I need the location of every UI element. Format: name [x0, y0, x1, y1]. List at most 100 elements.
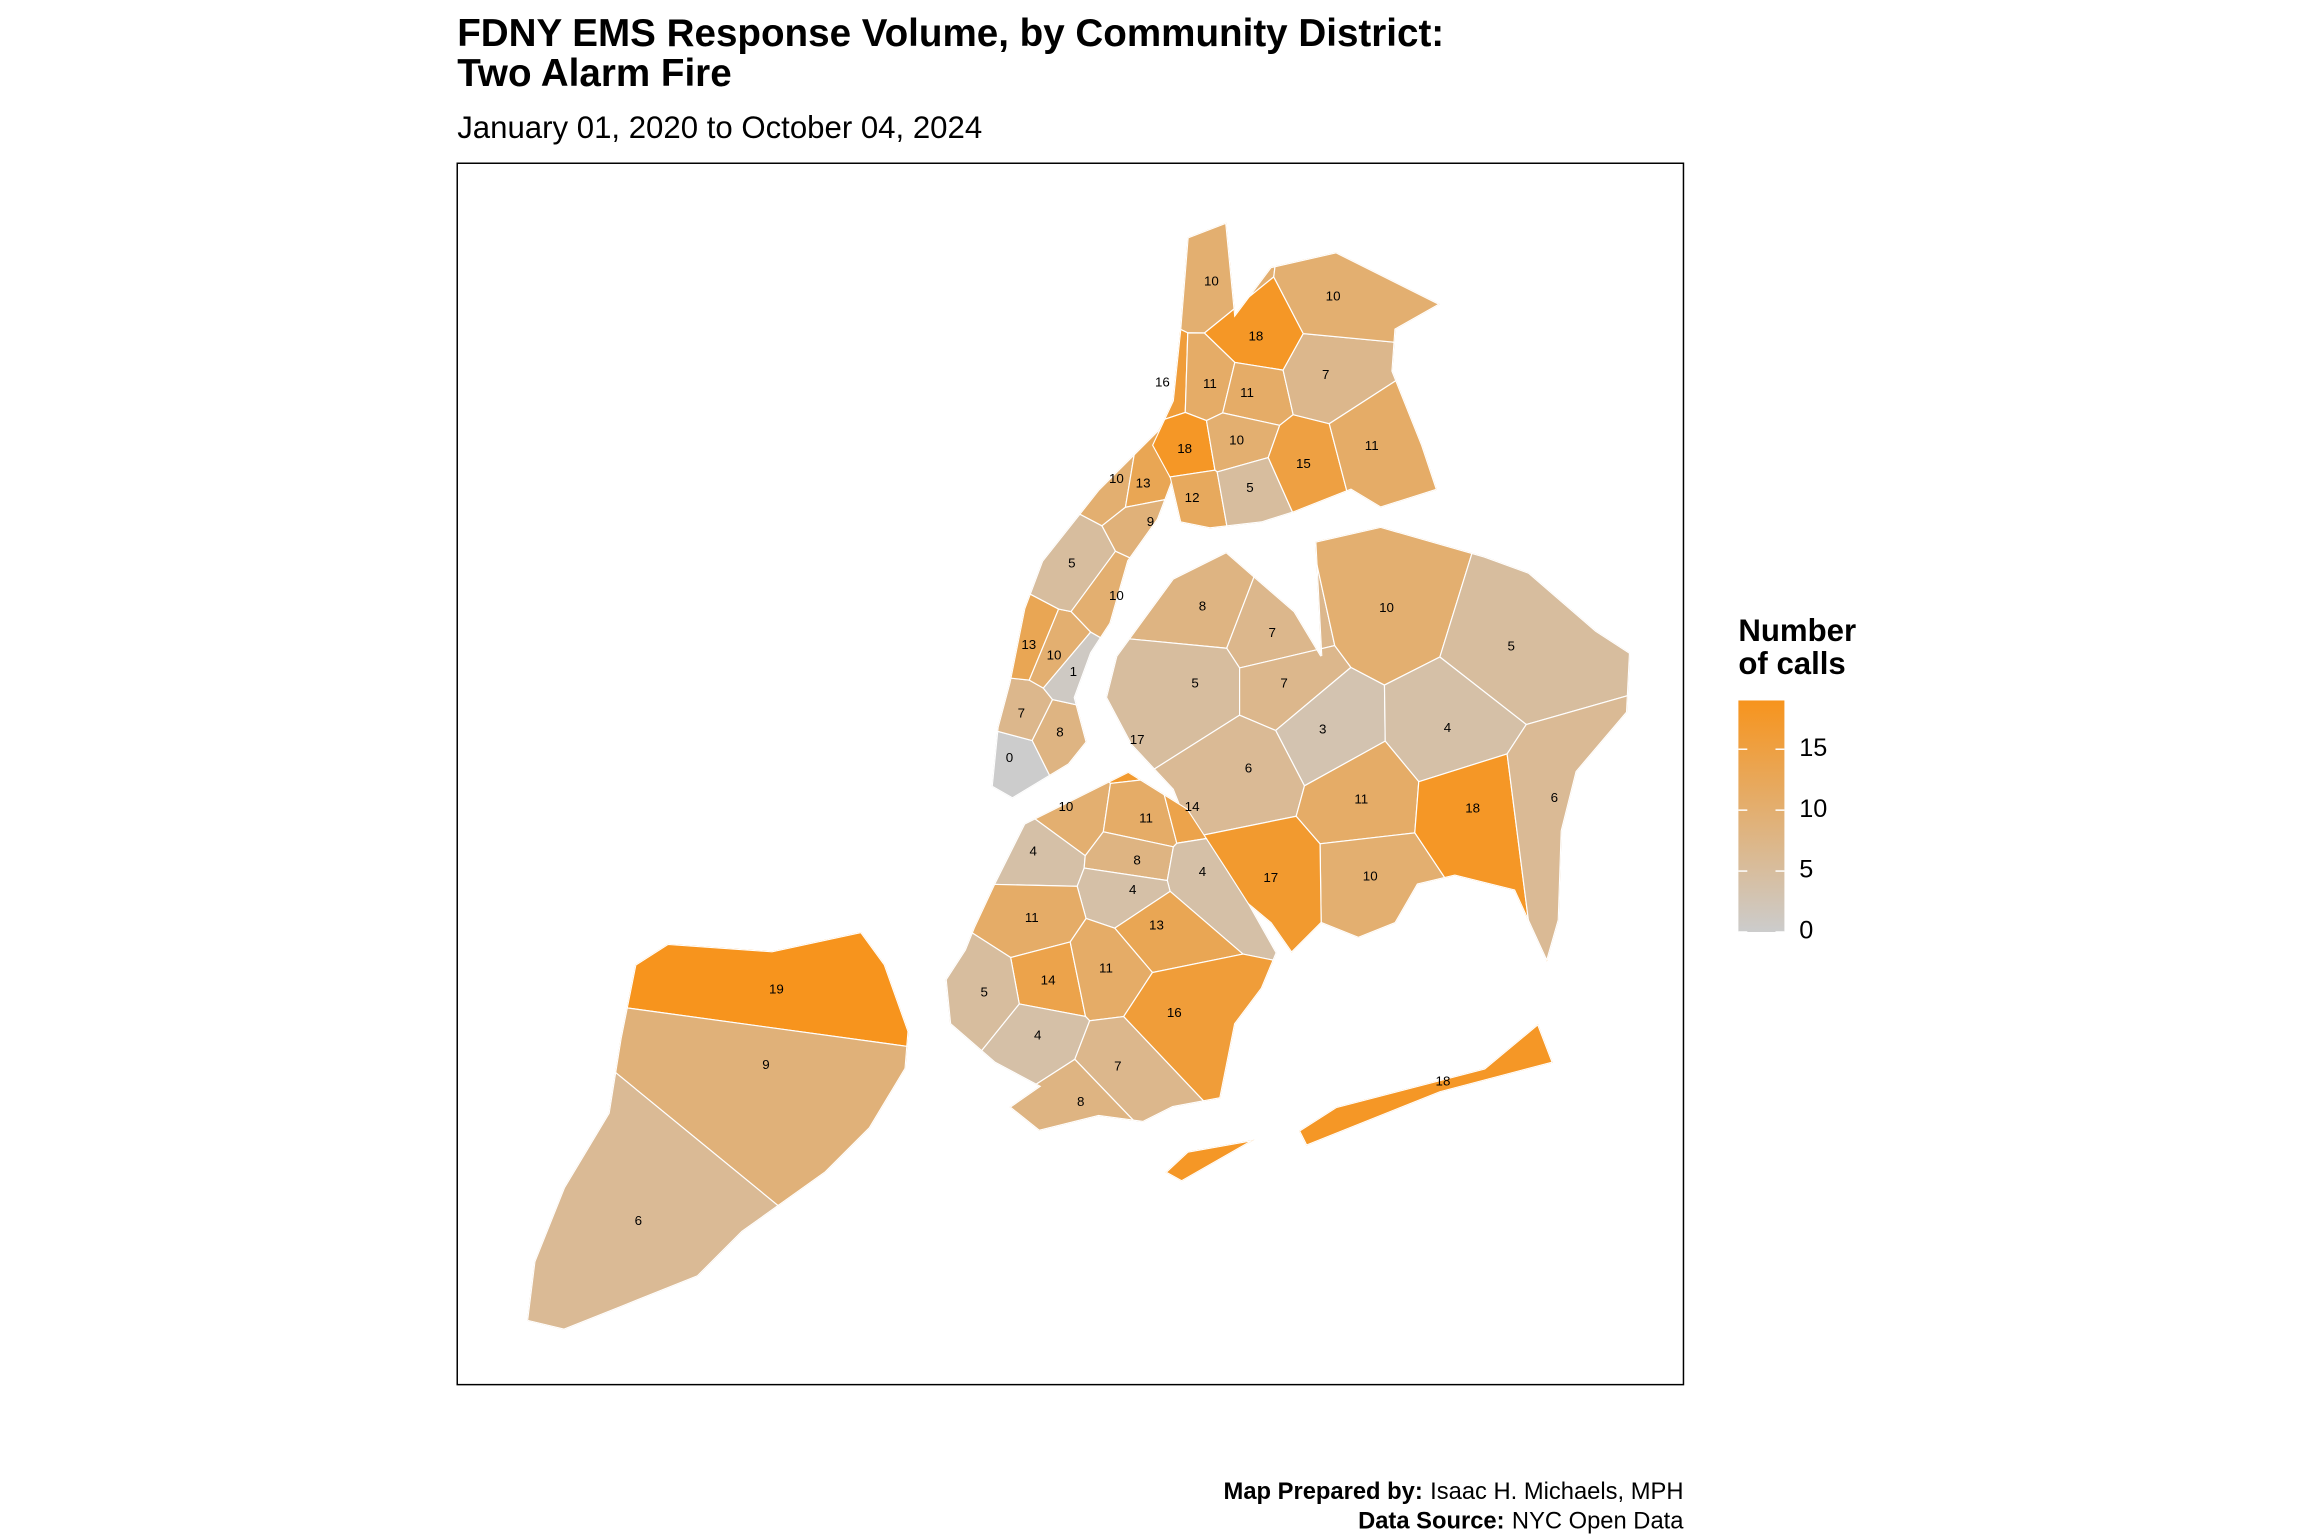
district-label: 10: [1379, 600, 1394, 615]
district-label: 10: [1229, 432, 1244, 447]
district-label: 10: [1058, 799, 1073, 814]
legend-tick-label: 5: [1799, 856, 1813, 884]
credit-label: Map Prepared by:: [1224, 1479, 1423, 1505]
district-label: 17: [1263, 870, 1278, 885]
district-label: 6: [1551, 790, 1558, 805]
district-label: 9: [762, 1057, 769, 1072]
district-label: 5: [1246, 480, 1253, 495]
district: [1439, 526, 1631, 726]
district-label: 14: [1185, 799, 1200, 814]
district: [1506, 676, 1631, 1018]
credit: Data Source: NYC Open Data: [1358, 1509, 1684, 1535]
district-label: 4: [1129, 882, 1137, 897]
district-label: 7: [1114, 1059, 1121, 1074]
district-label: 14: [1041, 972, 1056, 987]
district-label: 18: [1248, 328, 1263, 343]
district-label: 4: [1444, 720, 1452, 735]
district-label: 8: [1056, 725, 1063, 740]
district-label: 11: [1240, 385, 1254, 400]
district-label: 6: [635, 1213, 642, 1228]
district-label: 16: [1155, 374, 1170, 389]
district-label: 13: [1149, 918, 1164, 933]
district-label: 13: [1136, 475, 1151, 490]
legend-tick-label: 0: [1799, 917, 1813, 945]
district-label: 1: [1070, 664, 1077, 679]
district-label: 10: [1047, 647, 1062, 662]
credit-label: Data Source:: [1358, 1509, 1504, 1535]
legend-tick-label: 15: [1799, 734, 1827, 762]
district-label: 18: [1436, 1073, 1451, 1088]
title: FDNY EMS Response Volume, by Community D…: [457, 12, 1444, 55]
district-label: 18: [1465, 800, 1480, 815]
district-label: 4: [1030, 843, 1038, 858]
title: Two Alarm Fire: [457, 52, 731, 95]
district-label: 7: [1280, 676, 1287, 691]
district: [991, 397, 1117, 613]
district-label: 11: [1139, 811, 1153, 826]
credit-text: NYC Open Data: [1512, 1509, 1684, 1535]
district-label: 5: [1068, 555, 1075, 570]
district: [945, 771, 1086, 887]
legend-tick-label: 10: [1799, 795, 1827, 823]
district-label: 3: [1319, 722, 1326, 737]
district-label: 10: [1204, 274, 1219, 289]
district-label: 5: [1191, 676, 1198, 691]
district: [1216, 456, 1440, 529]
district-label: 10: [1326, 288, 1341, 303]
district-label: 16: [1167, 1005, 1182, 1020]
district-label: 19: [769, 981, 784, 996]
district-label: 7: [1018, 705, 1025, 720]
district: [1105, 526, 1299, 649]
credit: Map Prepared by: Isaac H. Michaels, MPH: [1224, 1479, 1684, 1505]
district-label: 17: [1130, 732, 1145, 747]
district-label: 6: [1245, 760, 1252, 775]
legend-ticks: 0 5 10 15: [1738, 734, 1827, 945]
districts: [527, 222, 1631, 1330]
district-label: 10: [1109, 471, 1124, 486]
district-label: 15: [1296, 456, 1311, 471]
district-label: 11: [1099, 961, 1113, 976]
district-label: 11: [1365, 438, 1379, 453]
district: [1031, 698, 1191, 799]
borough-outline: [945, 771, 1277, 1131]
district-label: 8: [1077, 1094, 1084, 1109]
map-frame: [456, 162, 1685, 1386]
borough-outline: [527, 931, 909, 1330]
district-label: 10: [1363, 869, 1378, 884]
district-label: 7: [1269, 625, 1276, 640]
district-label: 11: [1203, 376, 1217, 391]
district-label: 11: [1025, 910, 1039, 925]
district-label: 4: [1199, 864, 1207, 879]
district: [991, 397, 1060, 681]
district-label: 11: [1354, 791, 1368, 806]
district-label: 8: [1199, 599, 1206, 614]
district-label: 13: [1021, 637, 1036, 652]
legend-colorbar: [1738, 700, 1785, 932]
district-label: 10: [1109, 588, 1124, 603]
district: [527, 992, 909, 1330]
district-label: 0: [1006, 750, 1013, 765]
district: [1152, 222, 1291, 334]
district-label: 4: [1034, 1027, 1042, 1042]
district: [991, 638, 1054, 742]
district-label: 5: [981, 984, 988, 999]
district: [991, 397, 1186, 527]
district-label: 12: [1185, 490, 1200, 505]
district-label: 18: [1177, 441, 1192, 456]
district: [1295, 526, 1599, 686]
district-label: 5: [1508, 639, 1515, 654]
subtitle: January 01, 2020 to October 04, 2024: [457, 110, 982, 145]
district: [1273, 222, 1440, 348]
district: [1074, 1015, 1277, 1131]
credit-text: Isaac H. Michaels, MPH: [1430, 1479, 1683, 1505]
district-label: 8: [1133, 852, 1140, 867]
legend-title: Number: [1738, 613, 1856, 648]
district-label: 9: [1147, 514, 1154, 529]
district-label: 7: [1322, 367, 1329, 382]
district: [1101, 397, 1191, 799]
legend-title: of calls: [1738, 646, 1845, 681]
district: [1122, 953, 1277, 1131]
